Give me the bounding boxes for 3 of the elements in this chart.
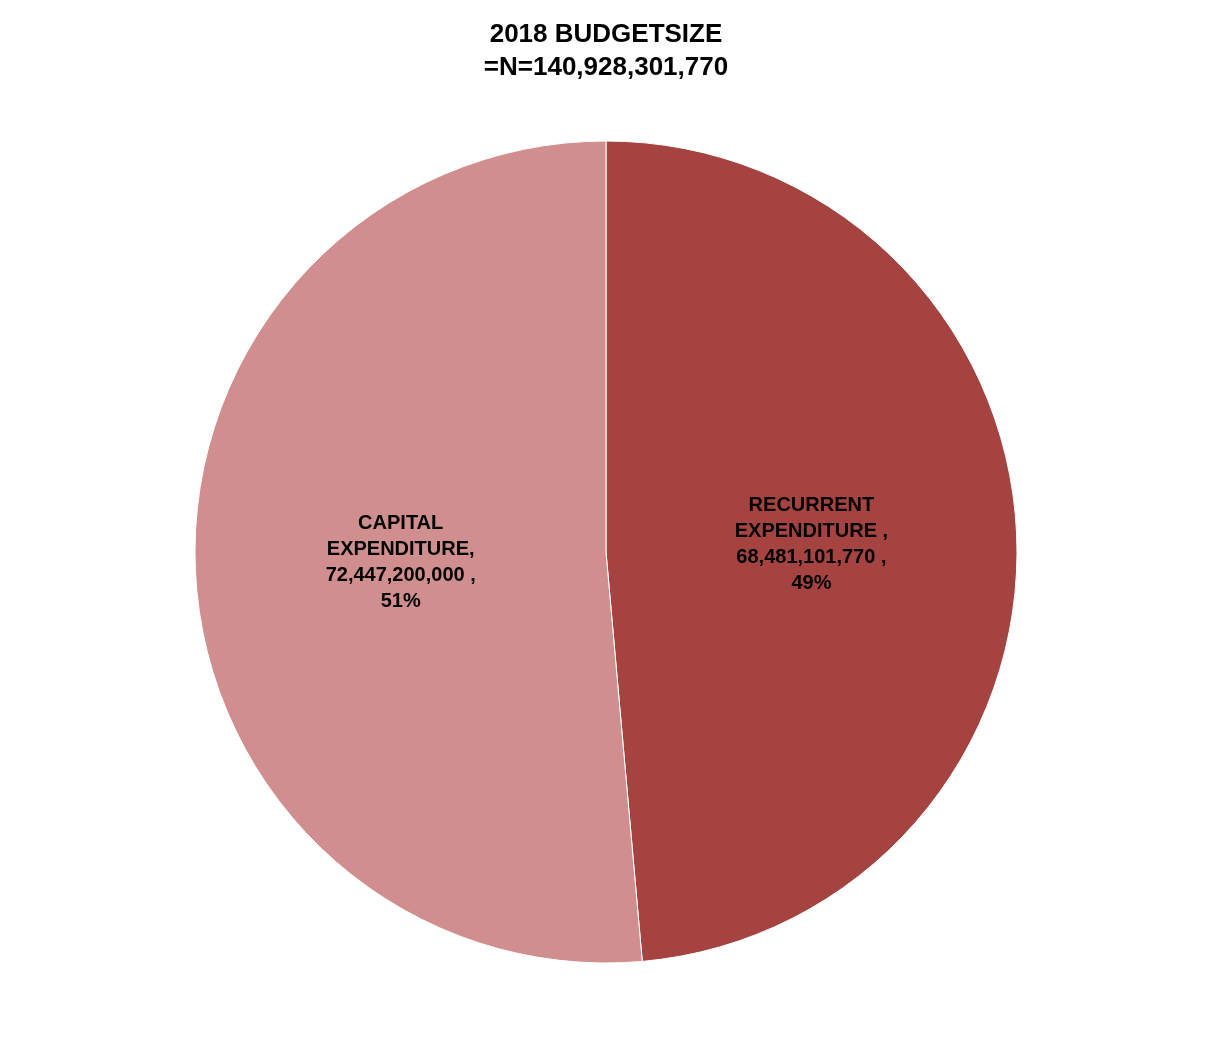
slice-label: RECURRENT EXPENDITURE , 68,481,101,770 , 49%: [734, 492, 889, 593]
chart-title: 2018 BUDGETSIZE =N=140,928,301,770: [483, 17, 729, 82]
slice-label: CAPITAL EXPENDITURE, 72,447,200,000 , 51%: [325, 511, 476, 612]
